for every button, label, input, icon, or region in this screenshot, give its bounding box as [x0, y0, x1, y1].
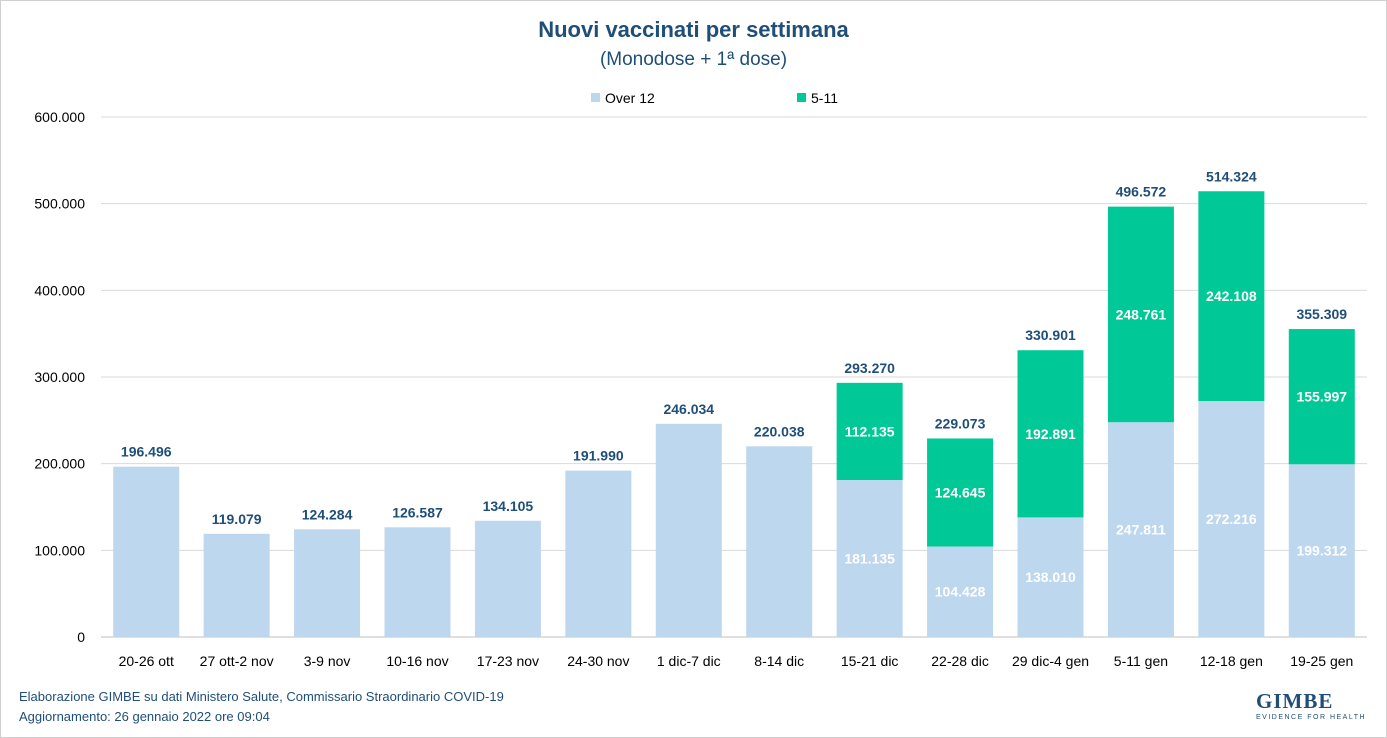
bar-over12	[836, 480, 903, 637]
data-label-over12: 138.010	[1025, 569, 1076, 585]
data-label-over12: 272.216	[1206, 511, 1257, 527]
bar-over12	[203, 533, 270, 637]
data-label-total: 124.284	[302, 506, 353, 522]
bar-over12	[927, 546, 994, 637]
data-label-total: 126.587	[392, 504, 443, 520]
bar-over12	[1198, 401, 1265, 637]
chart-subtitle: (Monodose + 1ª dose)	[599, 49, 788, 70]
legend-swatch	[797, 93, 806, 102]
bar-5-11	[1198, 191, 1265, 402]
x-tick-label: 3-9 nov	[304, 653, 351, 669]
bar-5-11	[1107, 206, 1174, 423]
x-tick-label: 27 ott-2 nov	[200, 653, 274, 669]
x-tick-label: 1 dic-7 dic	[657, 653, 721, 669]
y-tick-label: 500.000	[34, 196, 85, 212]
data-label-total: 229.073	[935, 415, 986, 431]
data-label-over12: 247.811	[1116, 522, 1166, 538]
bar-5-11	[927, 438, 994, 547]
bar-chart: 0 100.000 200.000 300.000 400.000 500.000 600.…	[34, 90, 1367, 669]
bar-5-11	[1017, 350, 1084, 518]
data-label-5-11: 124.645	[935, 484, 986, 500]
logo-tagline: EVIDENCE FOR HEALTH	[1256, 714, 1367, 721]
data-label-over12: 199.312	[1296, 543, 1347, 559]
y-tick-label: 600.000	[34, 109, 85, 125]
bar-5-11	[836, 382, 903, 481]
x-tick-label: 15-21 dic	[841, 653, 899, 669]
x-tick-label: 19-25 gen	[1290, 653, 1353, 669]
data-label-5-11: 112.135	[845, 423, 895, 439]
x-tick-label: 17-23 nov	[477, 653, 539, 669]
data-label-total: 220.038	[754, 423, 805, 439]
data-label-total: 355.309	[1296, 306, 1347, 322]
y-tick-label: 0	[77, 629, 85, 645]
bar-over12	[1107, 422, 1174, 637]
data-label-over12: 104.428	[935, 584, 986, 600]
bar-over12	[113, 466, 180, 637]
bar-over12	[746, 446, 813, 637]
legend-label: Over 12	[605, 90, 655, 106]
chart-title: Nuovi vaccinati per settimana	[538, 17, 849, 42]
x-tick-label: 29 dic-4 gen	[1012, 653, 1089, 669]
y-tick-label: 100.000	[34, 542, 85, 558]
bar-5-11	[1288, 329, 1355, 465]
data-label-total: 293.270	[844, 360, 895, 376]
x-tick-label: 8-14 dic	[754, 653, 804, 669]
bar-over12	[474, 520, 541, 637]
data-label-total: 246.034	[663, 401, 714, 417]
x-tick-label: 20-26 ott	[119, 653, 174, 669]
bar-over12	[565, 470, 632, 637]
x-tick-label: 12-18 gen	[1200, 653, 1263, 669]
bar-over12	[294, 529, 361, 637]
y-tick-label: 200.000	[34, 456, 85, 472]
legend-swatch	[591, 93, 600, 102]
y-tick-label: 300.000	[34, 369, 85, 385]
x-tick-label: 22-28 dic	[931, 653, 989, 669]
footer-updated: Aggiornamento: 26 gennaio 2022 ore 09:04	[19, 709, 270, 724]
logo-name: GIMBE	[1256, 689, 1334, 713]
data-label-5-11: 248.761	[1116, 306, 1167, 322]
data-label-5-11: 192.891	[1025, 426, 1076, 442]
data-label-total: 196.496	[121, 444, 172, 460]
data-label-5-11: 242.108	[1206, 288, 1257, 304]
x-tick-label: 10-16 nov	[386, 653, 448, 669]
x-tick-label: 24-30 nov	[567, 653, 629, 669]
bar-over12	[655, 423, 722, 637]
legend-label: 5-11	[811, 90, 838, 106]
x-tick-label: 5-11 gen	[1114, 653, 1168, 669]
data-label-5-11: 155.997	[1296, 389, 1347, 405]
data-label-total: 496.572	[1116, 184, 1167, 200]
data-label-total: 191.990	[573, 448, 624, 464]
footer-source: Elaborazione GIMBE su dati Ministero Sal…	[19, 689, 504, 704]
data-label-total: 514.324	[1206, 168, 1257, 184]
bar-over12	[1017, 517, 1084, 637]
y-tick-label: 400.000	[34, 282, 85, 298]
bar-over12	[384, 527, 451, 637]
bar-over12	[1288, 464, 1355, 637]
data-label-total: 134.105	[483, 498, 534, 514]
gimbe-logo: GIMBE EVIDENCE FOR HEALTH	[1256, 689, 1366, 721]
data-label-total: 330.901	[1025, 327, 1076, 343]
data-label-total: 119.079	[212, 511, 262, 527]
data-label-over12: 181.135	[844, 551, 895, 567]
